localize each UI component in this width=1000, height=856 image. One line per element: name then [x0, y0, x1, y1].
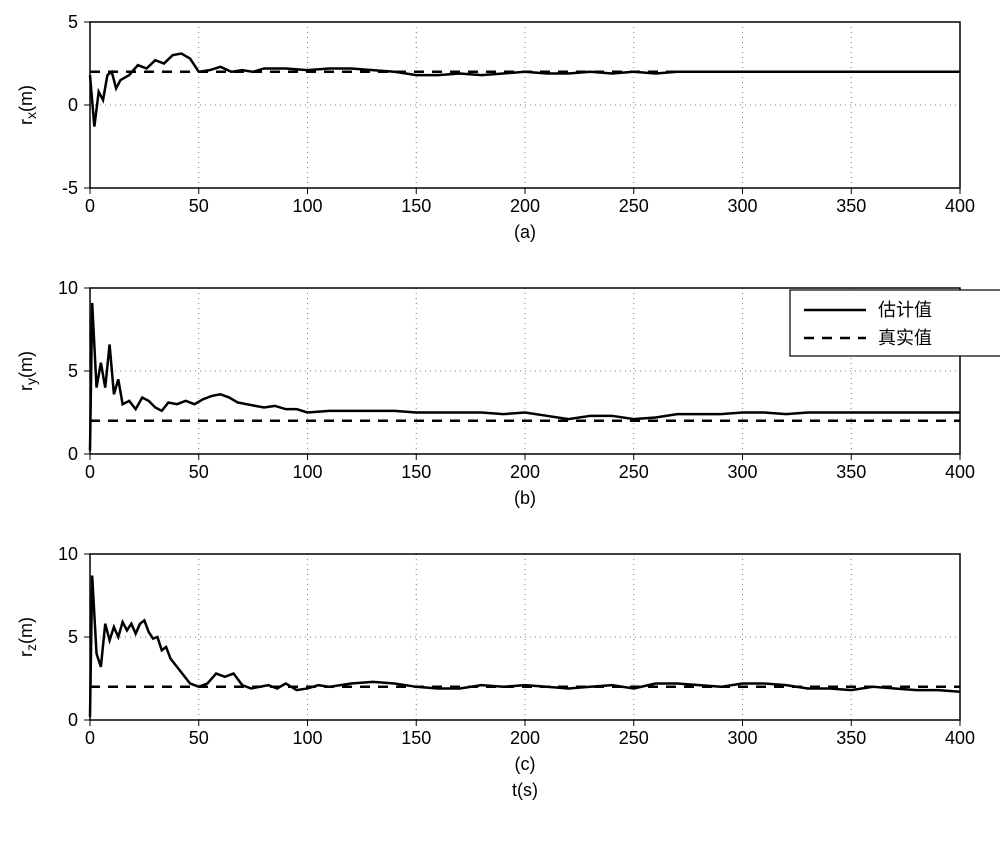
- ylabel: rz(m): [16, 617, 39, 657]
- xtick-label: 350: [836, 728, 866, 748]
- panel-sublabel: (c): [515, 754, 536, 774]
- ytick-label: 10: [58, 544, 78, 564]
- series-estimate: [90, 54, 960, 127]
- ytick-label: 0: [68, 95, 78, 115]
- legend-label: 估计值: [878, 300, 932, 320]
- ytick-label: 5: [68, 627, 78, 647]
- xtick-label: 350: [836, 462, 866, 482]
- ylabel: ry(m): [16, 351, 39, 391]
- xtick-label: 250: [619, 462, 649, 482]
- legend-label: 真实值: [878, 328, 932, 348]
- xtick-label: 250: [619, 728, 649, 748]
- ytick-label: -5: [62, 178, 78, 198]
- panel-sublabel: (a): [514, 222, 536, 242]
- xtick-label: 400: [945, 728, 975, 748]
- series-estimate: [90, 576, 960, 717]
- xtick-label: 100: [292, 462, 322, 482]
- ytick-label: 0: [68, 444, 78, 464]
- xtick-label: 150: [401, 462, 431, 482]
- xtick-label: 400: [945, 196, 975, 216]
- xtick-label: 250: [619, 196, 649, 216]
- xtick-label: 200: [510, 728, 540, 748]
- ytick-label: 5: [68, 12, 78, 32]
- xtick-label: 400: [945, 462, 975, 482]
- ylabel: rx(m): [16, 85, 39, 125]
- xtick-label: 100: [292, 196, 322, 216]
- xtick-label: 0: [85, 728, 95, 748]
- xtick-label: 350: [836, 196, 866, 216]
- xtick-label: 50: [189, 728, 209, 748]
- xtick-label: 150: [401, 196, 431, 216]
- xtick-label: 50: [189, 462, 209, 482]
- xtick-label: 100: [292, 728, 322, 748]
- xtick-label: 300: [727, 728, 757, 748]
- xtick-label: 150: [401, 728, 431, 748]
- xlabel: t(s): [512, 780, 538, 800]
- xtick-label: 0: [85, 196, 95, 216]
- xtick-label: 300: [727, 196, 757, 216]
- ytick-label: 10: [58, 278, 78, 298]
- xtick-label: 200: [510, 196, 540, 216]
- xtick-label: 50: [189, 196, 209, 216]
- xtick-label: 0: [85, 462, 95, 482]
- panel-sublabel: (b): [514, 488, 536, 508]
- xtick-label: 200: [510, 462, 540, 482]
- xtick-label: 300: [727, 462, 757, 482]
- figure-canvas: 050100150200250300350400-505rx(m)(a)0501…: [0, 0, 1000, 856]
- ytick-label: 5: [68, 361, 78, 381]
- ytick-label: 0: [68, 710, 78, 730]
